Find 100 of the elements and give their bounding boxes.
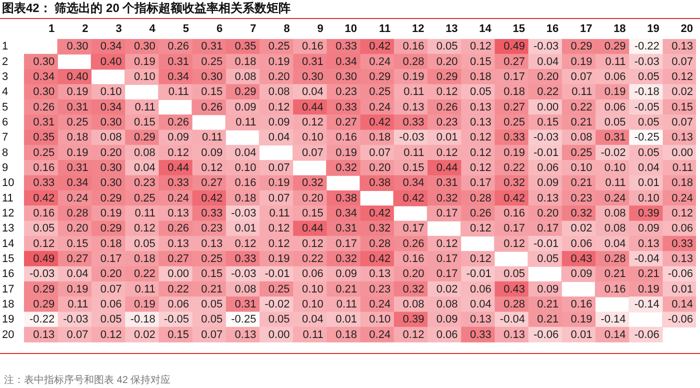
data-label: 0.09: [234, 101, 256, 114]
data-label: 0.18: [234, 192, 256, 204]
data-label: 0.27: [66, 252, 88, 265]
data-label: 0.26: [168, 40, 189, 53]
data-label: 0.44: [302, 101, 324, 114]
data-label: -0.25: [231, 314, 256, 326]
data-label: 0.12: [470, 146, 492, 159]
data-label: 0.40: [100, 56, 122, 68]
data-label: 0.28: [66, 207, 88, 220]
data-label: 0.21: [336, 283, 357, 296]
data-label: 0.09: [537, 177, 559, 190]
data-label: 0.02: [672, 86, 693, 98]
data-label: 0.12: [134, 222, 156, 235]
data-label: -0.03: [231, 207, 256, 220]
data-label: 0.08: [100, 132, 122, 144]
data-label: 0.29: [234, 86, 256, 98]
data-label: 0.20: [537, 70, 559, 83]
data-label: 0.20: [100, 146, 122, 159]
data-label: -0.18: [130, 314, 156, 326]
data-label: 0.09: [537, 283, 559, 296]
data-label: -0.01: [264, 268, 290, 280]
data-label: 0.43: [504, 283, 525, 296]
data-label: 0.31: [66, 162, 88, 174]
data-label: 0.17: [100, 252, 122, 265]
data-label: 0.43: [570, 252, 592, 265]
data-label: 0.05: [504, 268, 525, 280]
data-label: 0.16: [402, 40, 424, 53]
data-label: 0.08: [604, 207, 626, 220]
data-label: 0.33: [168, 177, 189, 190]
data-label: 0.11: [605, 56, 626, 68]
data-label: 0.15: [402, 162, 424, 174]
data-label: 0.31: [234, 298, 256, 311]
data-label: 0.04: [604, 238, 626, 250]
data-label: 0.16: [402, 252, 424, 265]
data-label: 0.31: [436, 177, 458, 190]
data-label: 0.35: [234, 40, 256, 53]
data-label: -0.18: [634, 86, 660, 98]
data-label: 0.33: [336, 40, 357, 53]
data-label: 0.17: [436, 207, 458, 220]
data-label: -0.06: [668, 268, 693, 280]
data-label: 0.04: [66, 268, 88, 280]
data-label: -0.03: [399, 132, 424, 144]
data-label: 0.29: [100, 222, 122, 235]
data-label: 0.19: [66, 146, 88, 159]
data-label: 0.38: [336, 192, 357, 204]
data-label: 0.04: [302, 314, 324, 326]
data-label: 0.02: [134, 328, 156, 341]
data-label: 0.29: [570, 40, 592, 53]
data-label: 0.31: [201, 40, 223, 53]
data-label: 0.05: [436, 40, 458, 53]
data-label: 0.39: [402, 314, 424, 326]
data-label: 0.08: [234, 70, 256, 83]
data-label: 0.05: [638, 146, 660, 159]
data-label: 0.11: [236, 116, 256, 128]
data-label: 0.18: [100, 238, 122, 250]
data-label: 0.19: [134, 298, 156, 311]
data-label: 0.06: [470, 283, 492, 296]
data-label: 0.00: [168, 268, 189, 280]
data-label: 0.05: [201, 314, 223, 326]
data-label: 0.23: [369, 283, 391, 296]
data-label: 0.30: [100, 177, 122, 190]
data-label: 0.24: [369, 328, 391, 341]
data-label: 0.13: [470, 101, 492, 114]
data-label: 0.04: [268, 132, 290, 144]
data-label: 0.24: [604, 192, 626, 204]
chart-title: 图表42： 筛选出的 20 个指标超额收益率相关系数矩阵: [0, 0, 700, 19]
y-tick-label: 7: [2, 132, 8, 144]
data-label: -0.03: [634, 56, 660, 68]
data-label: 0.08: [402, 298, 424, 311]
data-label: 0.11: [302, 328, 324, 341]
data-label: 0.09: [570, 268, 592, 280]
data-label: 0.18: [504, 86, 525, 98]
data-label: 0.23: [201, 222, 223, 235]
data-label: 0.09: [638, 222, 660, 235]
data-label: 0.20: [369, 162, 391, 174]
data-label: 0.16: [336, 132, 357, 144]
data-label: 0.12: [234, 238, 256, 250]
data-label: 0.11: [134, 101, 156, 114]
data-label: 0.10: [302, 298, 324, 311]
data-label: 0.06: [604, 70, 626, 83]
x-tick-label: 12: [412, 23, 424, 36]
data-label: 0.02: [436, 283, 458, 296]
data-label: 0.13: [470, 116, 492, 128]
data-label: 0.11: [336, 298, 357, 311]
data-label: 0.30: [201, 70, 223, 83]
data-label: 0.44: [302, 222, 324, 235]
data-label: 0.31: [66, 101, 88, 114]
y-tick-label: 19: [2, 314, 14, 326]
data-label: 0.00: [268, 328, 290, 341]
data-label: 0.07: [100, 283, 122, 296]
data-label: 0.19: [100, 207, 122, 220]
data-label: 0.17: [504, 70, 525, 83]
data-label: 0.31: [33, 116, 55, 128]
data-label: 0.11: [202, 132, 223, 144]
data-label: 0.42: [369, 252, 391, 265]
data-label: 0.12: [436, 238, 458, 250]
data-label: 0.13: [672, 40, 693, 53]
data-label: 0.38: [369, 177, 391, 190]
data-label: 0.32: [336, 252, 357, 265]
data-label: 0.07: [302, 146, 324, 159]
